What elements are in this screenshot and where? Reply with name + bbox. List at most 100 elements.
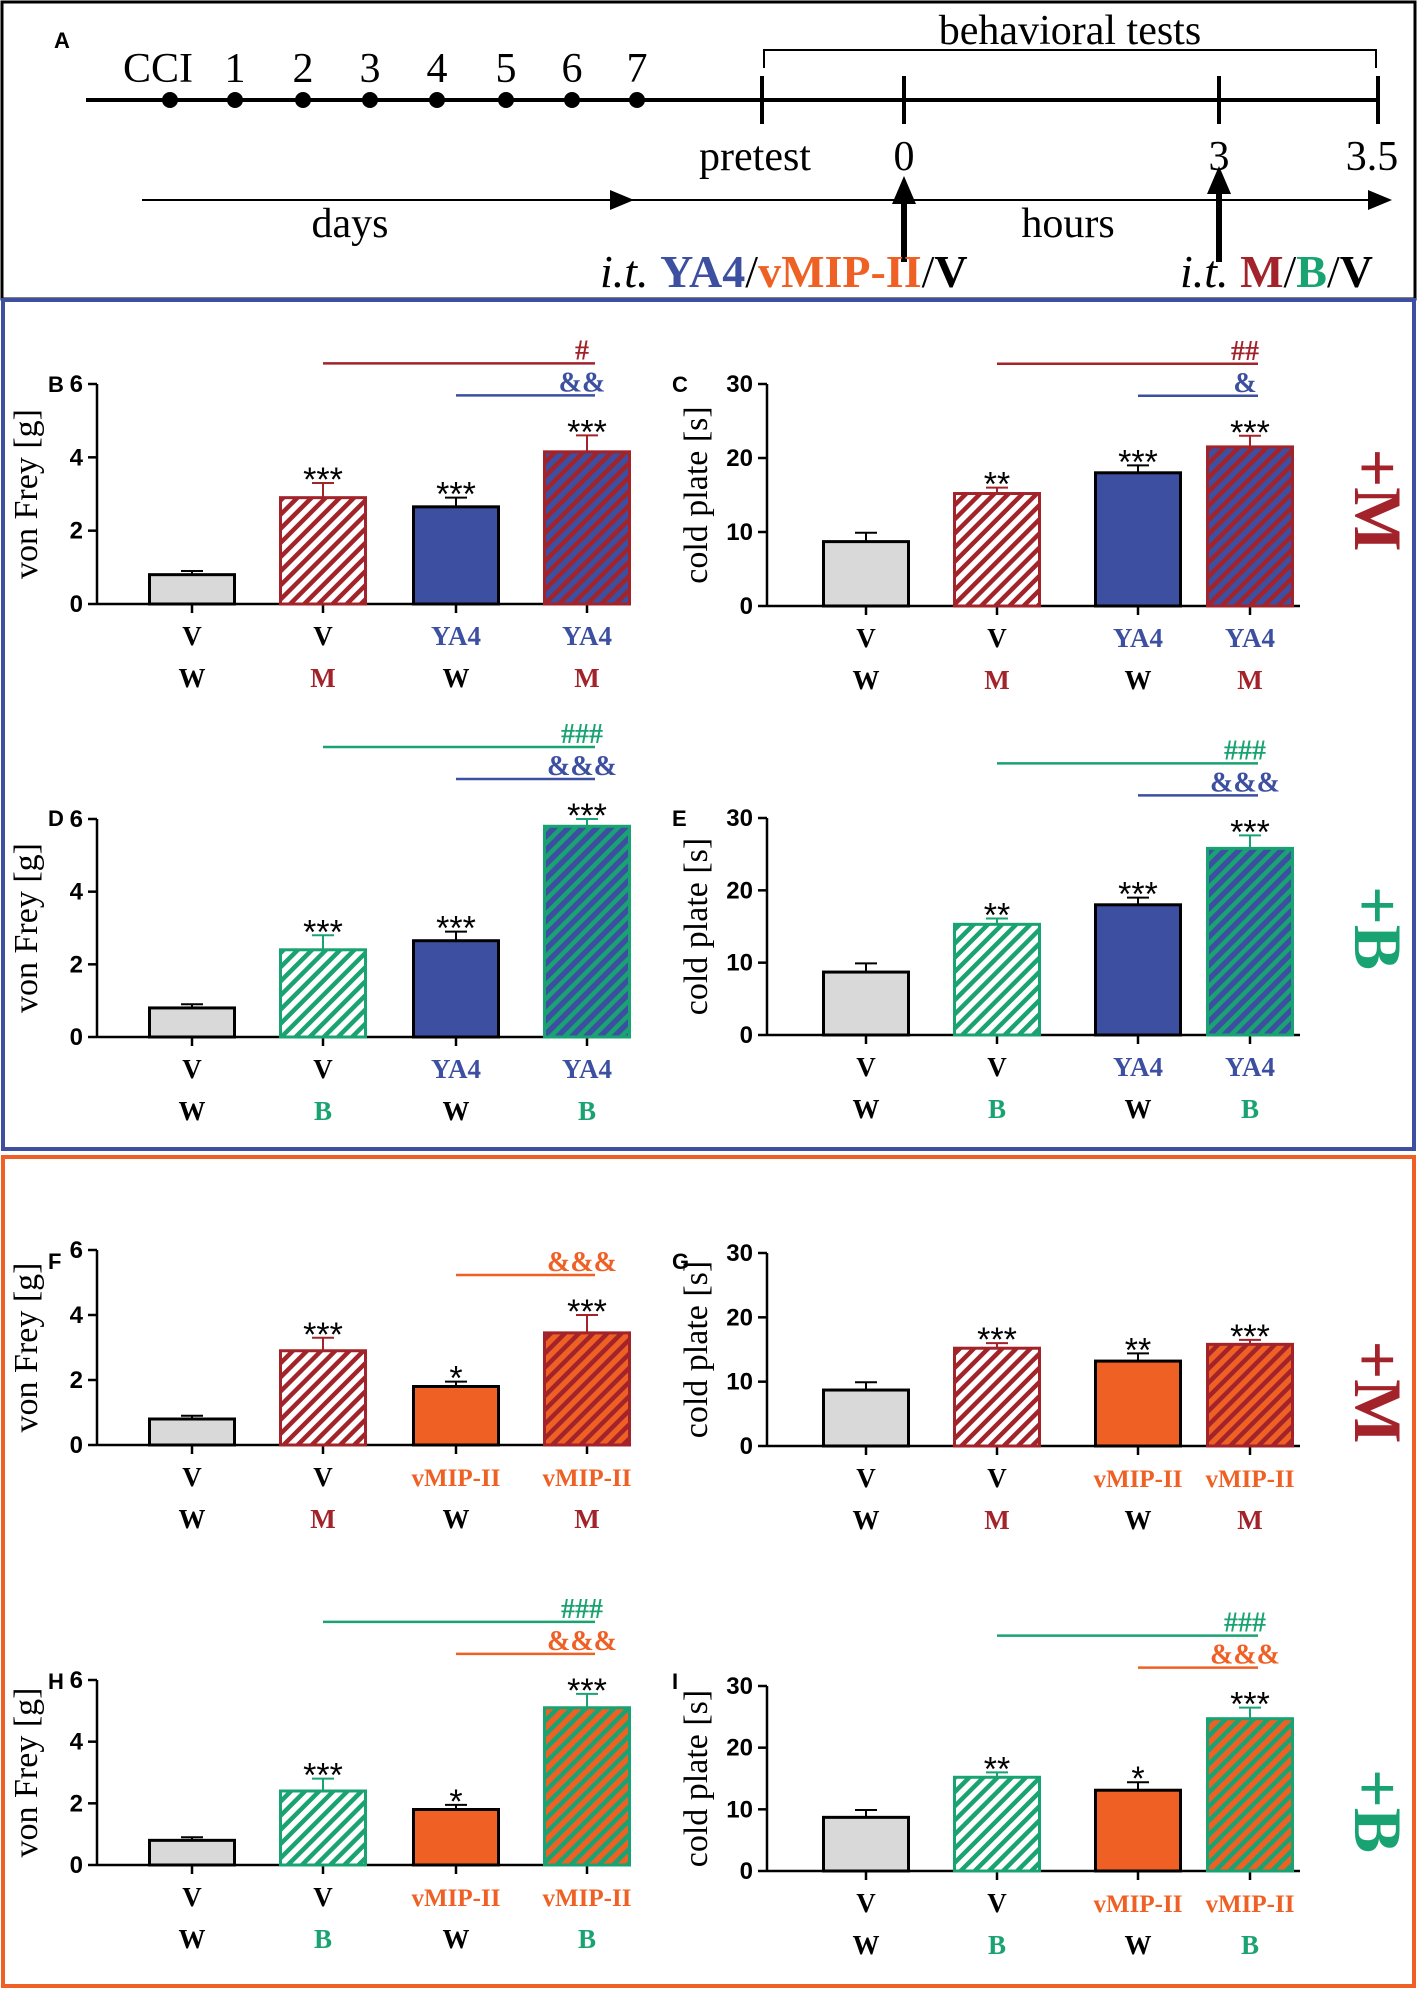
significance-stars: *** (303, 913, 343, 951)
bar (1094, 903, 1182, 1037)
bar (822, 1815, 910, 1873)
bracket-label: ### (1224, 1608, 1266, 1639)
bar (1206, 846, 1294, 1037)
pretest-label: pretest (699, 134, 811, 180)
y-tick-label: 30 (726, 371, 753, 398)
y-tick-label: 2 (70, 1790, 83, 1817)
panel-label: C (672, 372, 688, 397)
bar (148, 1006, 236, 1039)
side-label-m: +M (1340, 449, 1416, 552)
bar (953, 1775, 1041, 1873)
significance-stars: *** (567, 797, 607, 835)
y-axis-label: cold plate [s] (678, 406, 715, 584)
category-label: vMIP-II (543, 1465, 632, 1492)
panel-label-a: A (54, 28, 70, 53)
category-label: W (1125, 1505, 1152, 1535)
y-tick-label: 4 (70, 444, 84, 471)
significance-stars: ** (1125, 1331, 1151, 1369)
y-tick-label: 4 (70, 1729, 84, 1756)
category-label: V (856, 1052, 876, 1082)
category-label: YA4 (1113, 623, 1163, 653)
bracket-label: ## (1231, 336, 1259, 367)
y-axis-label: von Frey [g] (8, 843, 45, 1013)
day-label: 1 (225, 46, 246, 92)
category-label: W (179, 1504, 206, 1534)
category-label: M (1237, 665, 1262, 695)
significance-stars: *** (1230, 813, 1270, 851)
bar (412, 505, 500, 606)
significance-stars: ** (984, 1750, 1010, 1788)
bar (1094, 1359, 1182, 1448)
day-label: CCI (123, 46, 193, 92)
category-label: W (179, 1924, 206, 1954)
hour-0-label: 0 (894, 134, 915, 180)
panel-label: D (48, 806, 64, 831)
bar (822, 540, 910, 608)
category-label: V (856, 1463, 876, 1493)
y-tick-label: 0 (70, 1024, 83, 1051)
bar (148, 573, 236, 606)
significance-stars: *** (436, 476, 476, 514)
bar (953, 1346, 1041, 1448)
category-label: M (574, 1504, 599, 1534)
y-tick-label: 0 (740, 593, 753, 620)
y-tick-label: 20 (726, 877, 753, 904)
bar (279, 1349, 367, 1447)
category-label: W (1125, 665, 1152, 695)
category-label: YA4 (1113, 1052, 1163, 1082)
bar (1206, 1717, 1294, 1873)
day-dot (362, 92, 378, 108)
bracket-label: &&& (1210, 1640, 1280, 1671)
day-label: 4 (427, 46, 448, 92)
bracket-label: &&& (547, 751, 617, 782)
hour-3-label: 3 (1209, 134, 1230, 180)
vmip-section-frame (1, 1155, 1416, 1988)
y-tick-label: 2 (70, 1367, 83, 1394)
bar (953, 922, 1041, 1037)
category-label: W (443, 1096, 470, 1126)
y-tick-label: 10 (726, 1796, 753, 1823)
y-tick-label: 0 (740, 1433, 753, 1460)
category-label: M (984, 1505, 1009, 1535)
category-label: W (179, 663, 206, 693)
panel-label: B (48, 372, 64, 397)
day-label: 2 (293, 46, 314, 92)
category-label: B (1241, 1930, 1259, 1960)
bracket-label: ### (561, 719, 603, 750)
significance-stars: * (449, 1783, 462, 1821)
y-tick-label: 0 (70, 1852, 83, 1879)
y-tick-label: 0 (740, 1858, 753, 1885)
y-tick-label: 30 (726, 1240, 753, 1267)
panel-label: G (672, 1249, 689, 1274)
bar (822, 1388, 910, 1448)
y-tick-label: 0 (70, 1432, 83, 1459)
day-dot (162, 92, 178, 108)
y-tick-label: 2 (70, 518, 83, 545)
category-label: B (578, 1096, 596, 1126)
day-dot (564, 92, 580, 108)
significance-stars: *** (1118, 876, 1158, 914)
significance-stars: *** (567, 413, 607, 451)
bar (412, 1808, 500, 1867)
injection-2-label: i.t. M/B/V (1180, 246, 1373, 297)
category-label: B (988, 1930, 1006, 1960)
category-label: V (987, 1888, 1007, 1918)
significance-stars: *** (303, 1757, 343, 1795)
category-label: V (182, 1882, 202, 1912)
y-axis-label: cold plate [s] (678, 1261, 715, 1439)
bracket-label: ### (1224, 735, 1266, 766)
category-label: vMIP-II (543, 1885, 632, 1912)
timeline-panel: A CCI 1 2 3 4 5 6 7 behavioral tests pretest 0 … (0, 0, 1417, 301)
bar (543, 1331, 631, 1447)
category-label: V (987, 623, 1007, 653)
panel-label: H (48, 1669, 64, 1694)
bar (953, 492, 1041, 608)
side-label-b: +B (1340, 886, 1416, 970)
category-label: W (853, 1505, 880, 1535)
bar (279, 948, 367, 1039)
category-label: W (853, 665, 880, 695)
category-label: W (443, 1924, 470, 1954)
